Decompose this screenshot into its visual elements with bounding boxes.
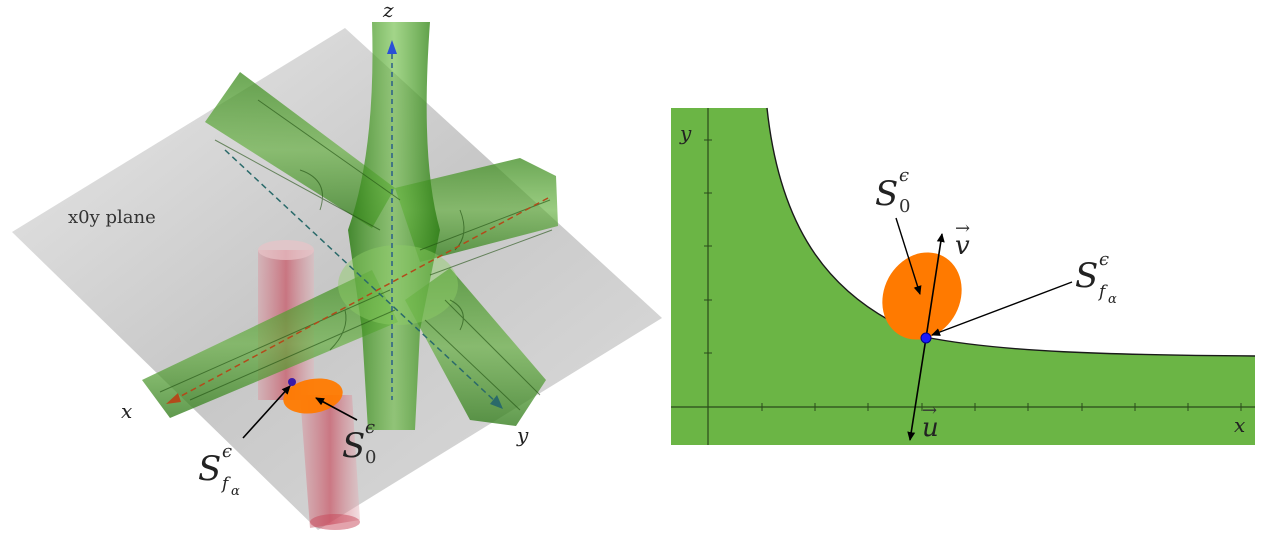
svg-text:0: 0	[899, 196, 910, 217]
x-axis-ticks	[761, 403, 1242, 411]
svg-text:ϵ: ϵ	[365, 417, 375, 438]
pointer-to-set-2d	[895, 217, 922, 295]
svg-text:v: v	[955, 231, 970, 261]
z-axis-label: z	[382, 0, 394, 22]
left-3d-figure: z x y x0y plane S ϵ 0 S ϵ f α	[12, 0, 662, 530]
y-axis-arrowhead	[490, 395, 503, 409]
y-axis-label: y	[516, 423, 529, 447]
set-s0-blob-2d	[882, 252, 962, 340]
surface-arm-upper-left	[205, 72, 395, 228]
surface-arm-lower-right	[405, 268, 546, 426]
green-surface	[142, 22, 558, 430]
boundary-point-3d	[288, 378, 296, 386]
svg-text:S: S	[342, 426, 365, 466]
svg-text:0: 0	[365, 447, 376, 468]
right-2d-figure: y x v → u → S ϵ 0 S ϵ f α	[671, 107, 1256, 445]
pointer-to-curve-2d	[931, 281, 1073, 336]
x-axis-label-2d: x	[1234, 413, 1245, 437]
curve-label-3d: S ϵ f α	[198, 441, 240, 499]
svg-text:ϵ: ϵ	[1099, 249, 1109, 270]
plane-label: x0y plane	[68, 207, 156, 228]
y-axis-label-2d: y	[679, 121, 692, 145]
curve-label-2d: S ϵ f α	[1075, 249, 1117, 307]
y-axis-ticks	[704, 139, 712, 354]
x-axis-label: x	[121, 399, 132, 423]
vector-v	[925, 233, 945, 339]
svg-text:u: u	[922, 413, 939, 443]
x-axis-line	[169, 197, 549, 403]
set-s0-label-2d: S ϵ 0	[875, 165, 910, 217]
svg-text:α: α	[231, 484, 240, 499]
x-axis-arrowhead	[166, 393, 181, 404]
left-axes	[166, 40, 549, 409]
svg-text:f: f	[220, 474, 231, 494]
vector-u-label: u →	[922, 400, 939, 443]
svg-text:f: f	[1097, 282, 1108, 302]
surface-arm-lower-left	[142, 270, 398, 418]
boundary-point-2d	[920, 332, 932, 344]
vector-u	[907, 337, 927, 441]
y-axis-line	[224, 149, 499, 405]
svg-text:S: S	[875, 174, 898, 214]
svg-text:→: →	[955, 218, 970, 239]
pointer-to-curve-3d	[242, 385, 291, 439]
pointer-to-set-3d	[315, 397, 358, 421]
svg-text:S: S	[198, 449, 221, 489]
svg-text:S: S	[1075, 256, 1098, 296]
svg-text:ϵ: ϵ	[899, 165, 909, 186]
set-s0-label-3d: S ϵ 0	[342, 417, 376, 468]
svg-text:ϵ: ϵ	[222, 441, 232, 462]
svg-text:→: →	[922, 400, 937, 421]
z-axis-arrowhead	[387, 40, 397, 54]
green-region	[671, 108, 1255, 445]
vector-v-label: v →	[955, 218, 970, 261]
svg-text:α: α	[1108, 292, 1117, 307]
